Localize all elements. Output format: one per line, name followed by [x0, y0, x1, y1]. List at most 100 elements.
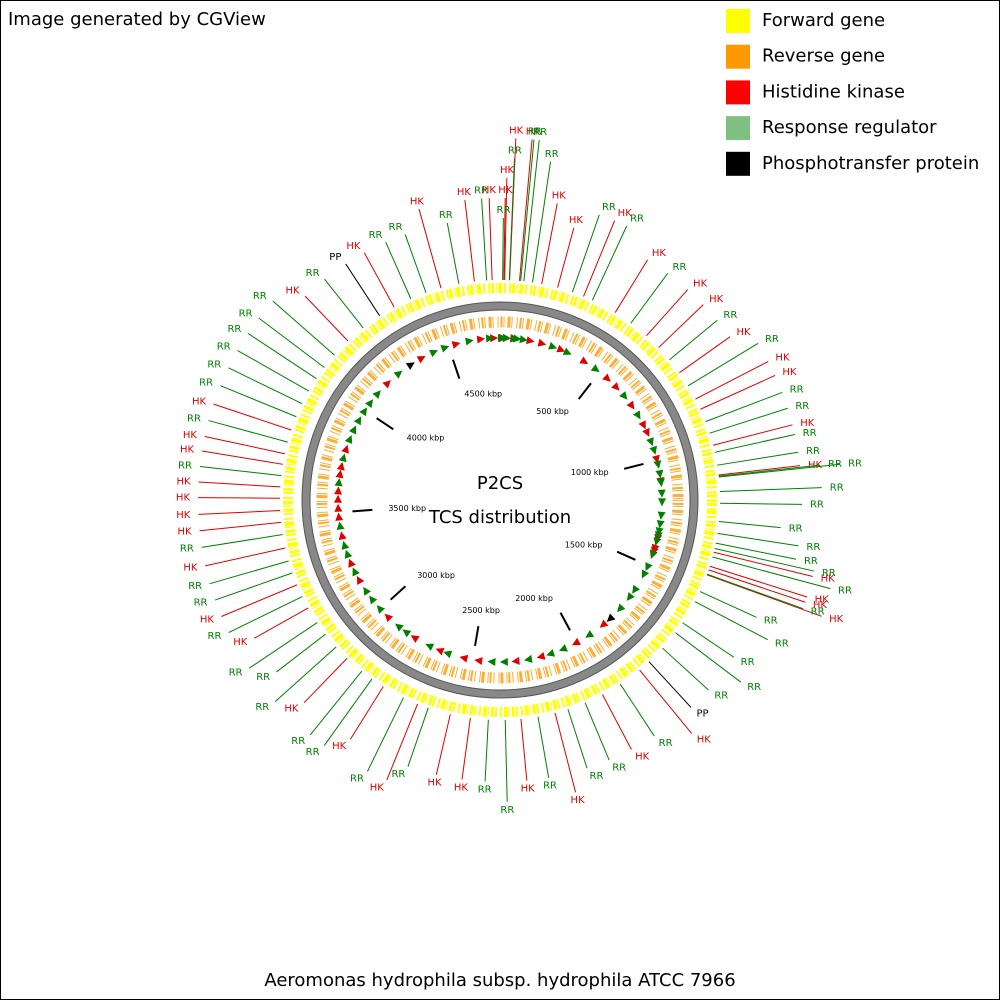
feature-line — [706, 573, 804, 610]
feature-line — [303, 657, 348, 704]
feature-marker — [606, 613, 616, 622]
feature-label: RR — [180, 544, 194, 555]
feature-label: RR — [500, 805, 514, 816]
feature-marker — [429, 349, 439, 358]
feature-label: HK — [454, 782, 469, 793]
feature-marker — [611, 382, 620, 391]
feature-label: HK — [635, 752, 650, 763]
feature-line — [699, 591, 757, 618]
feature-label: RR — [775, 638, 789, 649]
feature-marker — [425, 643, 435, 651]
feature-label: HK — [332, 741, 347, 752]
feature-line — [713, 551, 813, 577]
tick-mark — [616, 550, 636, 561]
tick-mark — [389, 585, 407, 601]
feature-line — [520, 139, 535, 282]
feature-label: HK — [521, 784, 536, 795]
feature-marker — [382, 380, 391, 389]
feature-marker — [645, 562, 653, 572]
feature-marker — [513, 334, 522, 343]
feature-marker — [579, 356, 589, 365]
feature-line — [682, 622, 735, 658]
feature-line — [488, 198, 493, 281]
feature-marker — [657, 511, 666, 520]
feature-label: HK — [427, 778, 442, 789]
feature-marker — [363, 586, 372, 596]
feature-marker — [626, 400, 635, 410]
feature-line — [504, 719, 508, 802]
tick-mark — [352, 508, 373, 513]
feature-line — [717, 532, 799, 547]
feature-marker — [537, 338, 547, 347]
feature-marker — [649, 445, 657, 455]
feature-marker — [348, 425, 357, 435]
tick-label: 4000 kbp — [407, 434, 445, 443]
feature-label: RR — [804, 556, 818, 567]
tick-label: 2500 kbp — [462, 606, 500, 615]
feature-line — [199, 521, 282, 532]
feature-line — [714, 434, 795, 453]
feature-line — [446, 222, 460, 284]
feature-label: RR — [590, 771, 604, 782]
tick-mark — [474, 625, 480, 647]
feature-line — [274, 646, 337, 703]
feature-label: RR — [723, 310, 737, 321]
legend-label: Reverse gene — [762, 46, 885, 67]
feature-label: HK — [370, 782, 385, 793]
feature-line — [201, 450, 283, 465]
backbone — [302, 302, 698, 698]
feature-line — [695, 360, 769, 400]
feature-label: RR — [528, 127, 542, 138]
feature-line — [523, 140, 540, 282]
feature-marker — [334, 478, 343, 487]
feature-line — [567, 709, 588, 769]
feature-marker — [642, 427, 650, 437]
feature-marker — [334, 503, 343, 512]
feature-label: RR — [474, 186, 488, 197]
feature-marker — [451, 341, 461, 349]
feature-label: HK — [482, 185, 497, 196]
feature-label: RR — [806, 446, 820, 457]
feature-line — [272, 300, 335, 356]
feature-marker — [526, 336, 535, 345]
feature-label: HK — [569, 215, 584, 226]
feature-marker — [341, 444, 349, 454]
feature-marker — [546, 649, 556, 657]
feature-line — [700, 374, 776, 410]
feature-line — [687, 342, 759, 387]
feature-line — [662, 647, 709, 691]
feature-line — [694, 601, 768, 641]
feature-marker — [476, 335, 486, 344]
feature-label: RR — [208, 631, 222, 642]
feature-label: RR — [659, 738, 673, 749]
feature-label: HK — [176, 510, 191, 521]
feature-marker — [511, 656, 520, 665]
feature-label: RR — [747, 682, 761, 693]
feature-marker — [356, 575, 365, 585]
feature-marker — [499, 657, 508, 666]
tick-label: 1000 kbp — [571, 468, 609, 477]
feature-line — [204, 435, 286, 455]
feature-line — [520, 718, 528, 781]
feature-label: RR — [612, 762, 626, 773]
feature-marker — [617, 603, 626, 613]
legend-swatch — [726, 116, 750, 141]
feature-line — [198, 481, 281, 488]
feature-line — [276, 633, 326, 673]
feature-label: HK — [552, 191, 567, 202]
feature-label: RR — [207, 359, 221, 370]
feature-line — [502, 218, 504, 281]
feature-label: HK — [800, 418, 815, 429]
feature-label: HK — [829, 614, 844, 625]
feature-marker — [490, 334, 499, 343]
feature-marker — [638, 420, 646, 430]
feature-label: RR — [764, 616, 778, 627]
feature-marker — [402, 629, 412, 638]
backbone-edge — [309, 309, 691, 691]
feature-line — [198, 497, 281, 499]
feature-marker — [519, 335, 528, 344]
feature-line — [304, 295, 349, 342]
feature-label: HK — [815, 594, 830, 605]
feature-label: RR — [810, 500, 824, 511]
